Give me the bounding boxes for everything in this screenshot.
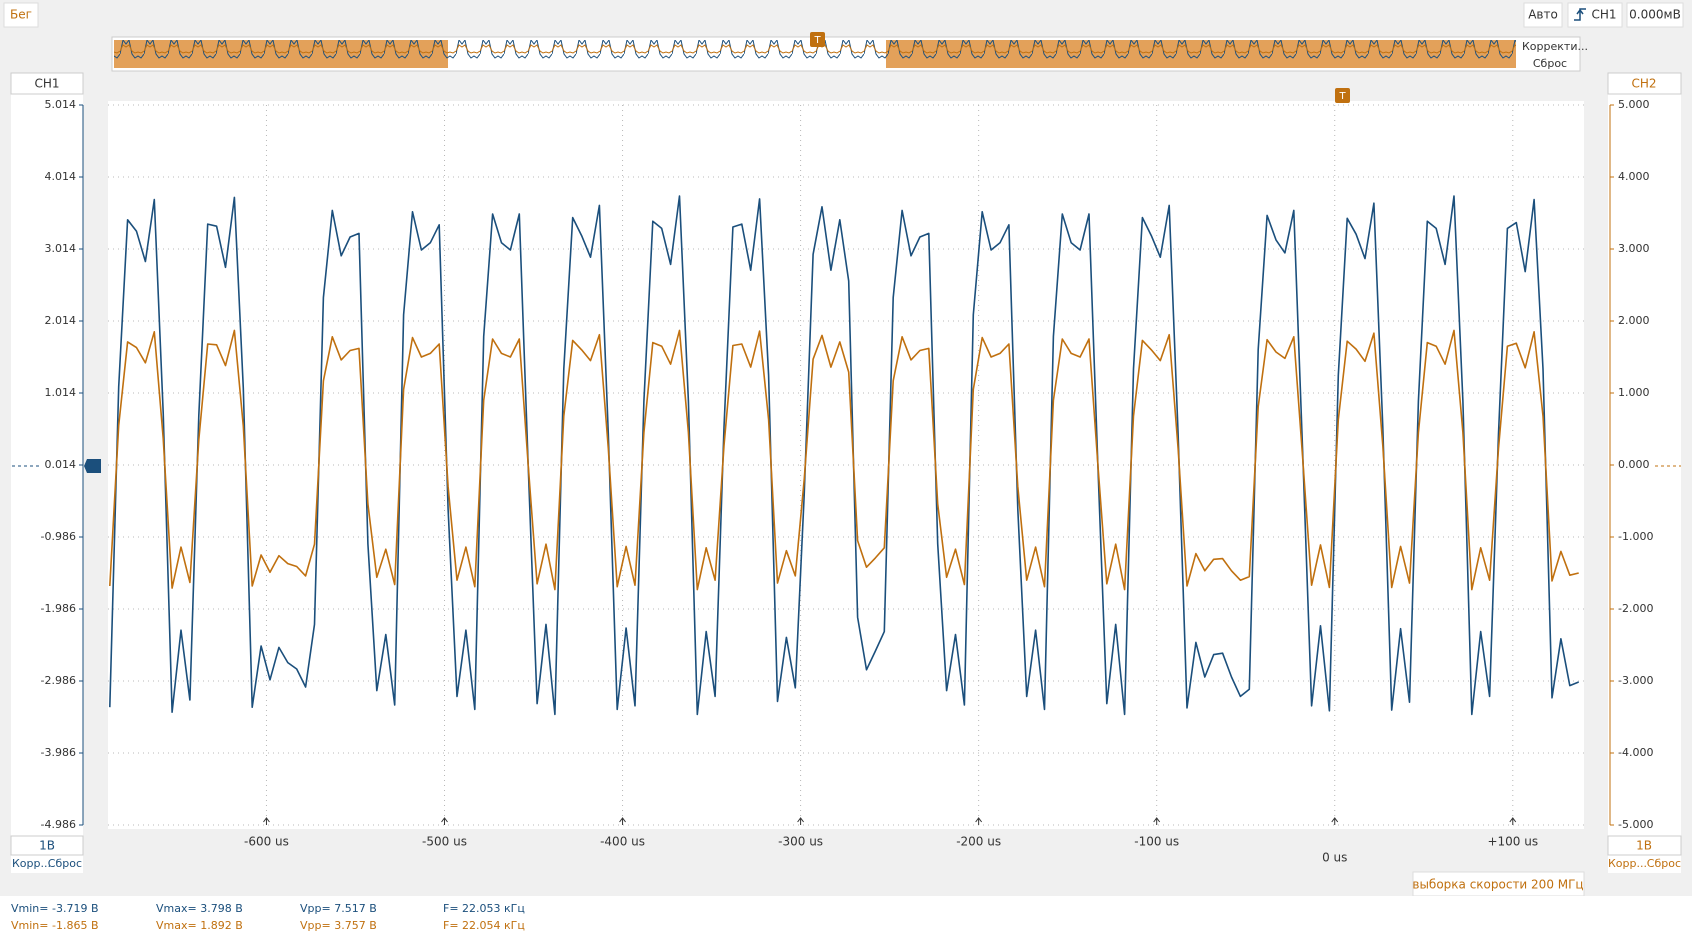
trigger-mode[interactable]: Авто [1528,8,1558,22]
y2-tick-label: -5.000 [1618,818,1653,831]
y2-tick-label: 1.000 [1618,386,1650,399]
measurement-panel [0,896,1692,940]
x-tick [1153,817,1161,825]
overview-correct[interactable]: Корректи... [1522,40,1588,53]
ch2-reset[interactable]: Сброс [1647,857,1681,870]
ch1-reset[interactable]: Сброс [48,857,82,870]
ch2-scale-box[interactable] [1607,835,1682,856]
x-tick [975,817,983,825]
y-tick-label: -3.986 [41,746,76,759]
trigger-source-button[interactable] [1567,2,1623,28]
y-tick-label: 5.014 [45,98,77,111]
y2-tick-label: -3.000 [1618,674,1653,687]
x-tick-label: -300 us [778,835,823,849]
y2-tick-label: 4.000 [1618,170,1650,183]
x-tick-label: -500 us [422,835,467,849]
y-tick-label: 4.014 [45,170,77,183]
y2-tick-label: -1.000 [1618,530,1653,543]
x-tick [1331,817,1339,825]
trigger-source[interactable]: CH1 [1591,8,1616,22]
measurement: F= 22.053 кГц [443,902,525,915]
right-panel [1608,73,1681,873]
measurement: Vmin= -1.865 В [11,919,98,932]
left-panel [11,73,83,873]
y2-tick-label: 5.000 [1618,98,1650,111]
y-tick-label: -2.986 [41,674,76,687]
ch1-scale-box[interactable] [10,835,84,856]
ch2-scale[interactable]: 1В [1636,839,1652,853]
trace [109,329,1579,591]
ch1-correct[interactable]: Корр... [12,857,51,870]
measurements: Vmin= -3.719 В Vmax= 3.798 В Vpp= 7.517 В F… [11,902,525,932]
ch1-name: CH1 [34,77,59,91]
grid [108,104,1584,826]
overview-reset[interactable]: Сброс [1533,57,1567,70]
ch2-correct[interactable]: Корр... [1608,857,1647,870]
x-tick [619,817,626,825]
x-tick [797,817,804,825]
trigger-marker[interactable] [1335,88,1350,103]
x-tick-label: -100 us [1134,835,1179,849]
measurement: Vpp= 7.517 В [300,902,377,915]
y-tick-label: 3.014 [45,242,77,255]
x-tick-label: -400 us [600,835,645,849]
x-tick-label: -600 us [244,835,289,849]
ch1-scale[interactable]: 1В [39,839,55,853]
x-tick [263,817,270,825]
y-tick-label: -1.986 [41,602,76,615]
run-button[interactable] [3,2,39,28]
trigger-mode-button[interactable] [1523,2,1563,28]
measurement: F= 22.054 кГц [443,919,525,932]
y-tick-label: 1.014 [45,386,77,399]
y2-tick-label: -2.000 [1618,602,1653,615]
y2-tick-label: 0.000 [1618,458,1650,471]
trigger-marker-label: T [1338,91,1346,102]
x-tick [441,817,448,825]
y-tick-label: -4.986 [41,818,76,831]
measurement: Vpp= 3.757 В [300,919,377,932]
y2-tick-label: 2.000 [1618,314,1650,327]
x-tick-label: 0 us [1322,851,1347,865]
y2-tick-label: 3.000 [1618,242,1650,255]
run-state[interactable]: Бег [10,8,32,22]
overview-trigger-label: T [813,35,821,46]
y-tick-label: 2.014 [45,314,77,327]
sample-rate-box [1412,871,1585,897]
y2-tick-label: -4.000 [1618,746,1653,759]
trace [109,195,1579,716]
trigger-level-button[interactable] [1626,2,1684,28]
ch1-offset-marker[interactable] [84,459,101,473]
plot-area [108,101,1584,829]
y-tick-label: 0.014 [45,458,77,471]
ch1-header[interactable] [10,72,84,95]
measurement: Vmax= 3.798 В [156,902,243,915]
x-tick [1509,817,1517,825]
y-tick-label: -0.986 [41,530,76,543]
trigger-level[interactable]: 0.000мВ [1629,8,1681,22]
overview-trigger-marker [810,32,825,47]
x-tick-label: +100 us [1487,835,1538,849]
sample-rate: выборка скорости 200 МГц [1412,878,1583,892]
ch2-header[interactable] [1607,72,1682,95]
measurement: Vmax= 1.892 В [156,919,243,932]
edge-icon [1574,8,1586,21]
traces [109,195,1579,716]
measurement: Vmin= -3.719 В [11,902,98,915]
x-tick-label: -200 us [956,835,1001,849]
ch2-name: CH2 [1631,77,1656,91]
